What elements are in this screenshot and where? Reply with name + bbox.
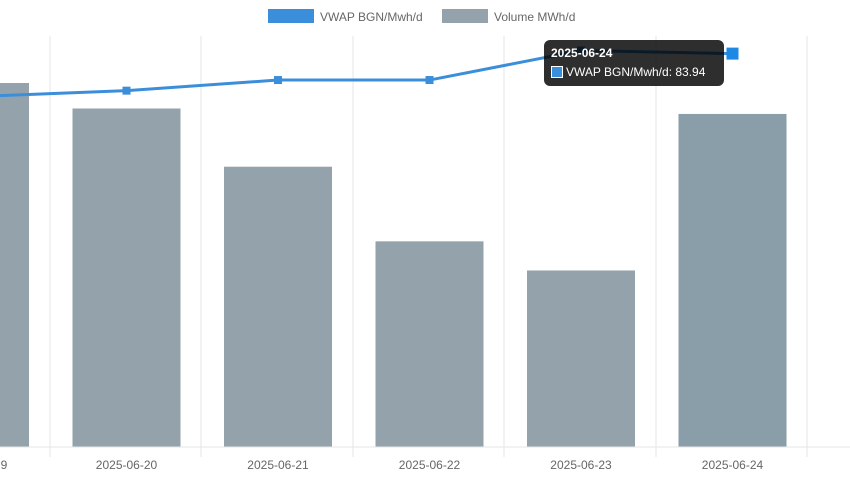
legend-swatch-vwap[interactable] bbox=[268, 9, 314, 23]
bar-series bbox=[0, 83, 787, 447]
vwap-point[interactable] bbox=[726, 47, 739, 60]
legend-label-volume[interactable]: Volume MWh/d bbox=[494, 10, 575, 24]
bar[interactable] bbox=[527, 270, 635, 447]
legend: VWAP BGN/Mwh/d Volume MWh/d bbox=[268, 9, 575, 24]
x-tick-label: 2025-06-24 bbox=[702, 458, 764, 472]
x-tick-label: 9 bbox=[1, 458, 8, 472]
x-tick-label: 2025-06-21 bbox=[247, 458, 309, 472]
bar[interactable] bbox=[224, 166, 332, 447]
tooltip-swatch-fill bbox=[552, 67, 562, 77]
legend-swatch-volume[interactable] bbox=[442, 9, 488, 23]
x-tick-label: 2025-06-23 bbox=[550, 458, 612, 472]
grid bbox=[49, 36, 808, 457]
tooltip-label: VWAP BGN/Mwh/d: 83.94 bbox=[566, 65, 706, 79]
tooltip-box bbox=[544, 40, 724, 86]
x-axis: 9 2025-06-20 2025-06-21 2025-06-22 2025-06-2… bbox=[0, 446, 850, 472]
x-tick-label: 2025-06-20 bbox=[96, 458, 158, 472]
vwap-point[interactable] bbox=[122, 86, 131, 95]
vwap-point[interactable] bbox=[274, 76, 282, 85]
vwap-point[interactable] bbox=[425, 76, 434, 85]
tooltip: 2025-06-24 VWAP BGN/Mwh/d: 83.94 bbox=[544, 40, 724, 86]
bar[interactable] bbox=[678, 113, 787, 447]
bar[interactable] bbox=[0, 83, 29, 447]
bar[interactable] bbox=[72, 108, 181, 447]
x-tick-label: 2025-06-22 bbox=[399, 458, 461, 472]
bar[interactable] bbox=[375, 241, 484, 447]
tooltip-title: 2025-06-24 bbox=[551, 46, 613, 60]
legend-label-vwap[interactable]: VWAP BGN/Mwh/d bbox=[320, 10, 423, 24]
